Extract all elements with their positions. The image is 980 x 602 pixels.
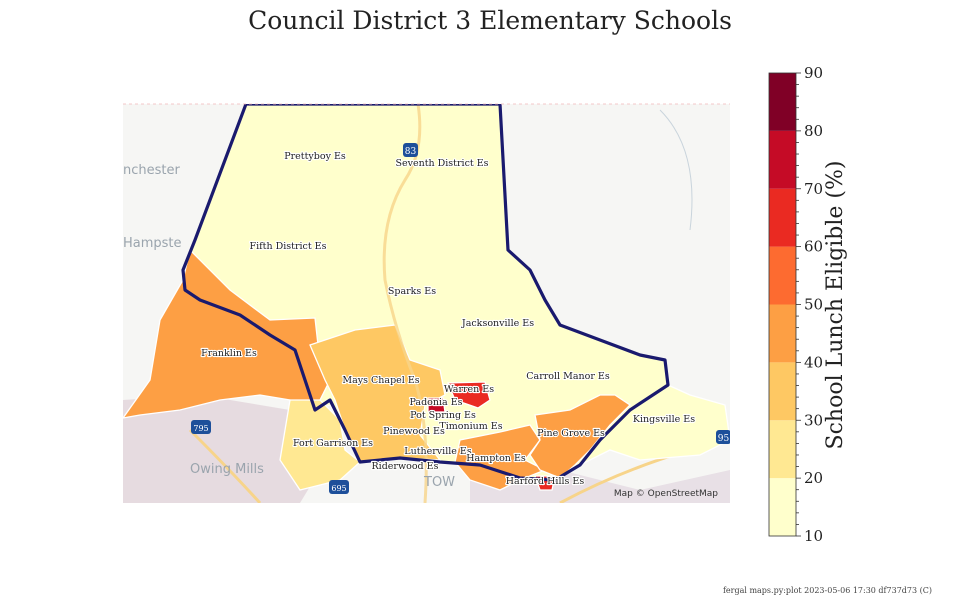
school-label: Pine Grove Es	[537, 428, 605, 439]
school-label: Pot Spring Es	[410, 410, 476, 421]
colorbar-tick-label: 10	[804, 527, 823, 545]
colorbar-tick-label: 70	[804, 180, 823, 198]
colorbar-bin	[769, 130, 796, 189]
school-label: Seventh District Es	[395, 158, 488, 169]
colorbar-bin	[769, 362, 796, 421]
region-padonia[interactable]	[427, 397, 446, 413]
colorbar-tick-label: 30	[804, 411, 823, 429]
colorbar-tick-label: 90	[804, 64, 823, 82]
school-label: Franklin Es	[201, 348, 257, 359]
colorbar-bin	[769, 420, 796, 479]
school-label: Pinewood Es	[383, 426, 445, 437]
region-warren[interactable]	[447, 381, 491, 409]
school-label: Carroll Manor Es	[526, 371, 610, 382]
school-label: Mays Chapel Es	[342, 375, 419, 386]
footer-text: fergal maps.py:plot 2023-05-06 17:30 df7…	[722, 586, 932, 595]
school-label: Lutherville Es	[404, 446, 472, 457]
highway-shield-83: 83	[403, 143, 418, 157]
school-label: Padonia Es	[409, 397, 462, 408]
school-label: Fifth District Es	[250, 241, 327, 252]
colorbar-label: School Lunch Eligible (%)	[823, 161, 848, 450]
place-label: Tow	[423, 475, 455, 490]
colorbar-tick-label: 40	[804, 353, 823, 371]
school-labels: Prettyboy Es Seventh District Es Fifth D…	[200, 150, 696, 488]
urban-area	[123, 395, 320, 503]
svg-text:795: 795	[193, 424, 208, 433]
map-area[interactable]: nchester Hampste Owing Mills Tow 83 795 …	[123, 104, 731, 503]
svg-text:83: 83	[405, 147, 417, 157]
map-title: Council District 3 Elementary Schools	[248, 6, 732, 35]
colorbar-tick-label: 20	[804, 469, 823, 487]
colorbar-bin	[769, 478, 796, 536]
school-label: Harford Hills Es	[506, 476, 585, 487]
highway-shield-95: 95	[716, 430, 730, 444]
school-label: Timonium Es	[439, 421, 502, 432]
school-label: Prettyboy Es	[284, 151, 346, 162]
school-label: Kingsville Es	[633, 414, 695, 425]
school-label: Warren Es	[444, 384, 494, 395]
district-boundary	[181, 104, 670, 482]
river-line	[659, 109, 693, 231]
highway-83-line	[382, 104, 428, 503]
place-label: Hampste	[123, 236, 182, 251]
place-label: Owing Mills	[190, 462, 264, 477]
colorbar-tick-label: 80	[804, 122, 823, 140]
colorbar-tick-label: 50	[804, 296, 823, 314]
highway-shield-795: 795	[191, 420, 211, 434]
region-franklin[interactable]	[123, 248, 336, 419]
svg-text:95: 95	[718, 434, 730, 444]
school-label: Riderwood Es	[372, 461, 439, 472]
colorbar-bin	[769, 73, 796, 131]
highway-shield-695: 695	[329, 480, 349, 494]
map-attribution: Map © OpenStreetMap	[614, 489, 718, 499]
highway-line	[188, 428, 262, 503]
colorbar-bin	[769, 304, 796, 363]
colorbar-bin	[769, 246, 796, 305]
colorbar-tick-label: 60	[804, 238, 823, 256]
school-label: Hampton Es	[466, 453, 526, 464]
school-label: Sparks Es	[388, 286, 436, 297]
colorbar-bin	[769, 188, 796, 247]
place-label: nchester	[123, 163, 180, 178]
svg-text:695: 695	[331, 484, 346, 493]
school-label: Jacksonville Es	[461, 318, 534, 329]
colorbar: 10 20 30 40 50 60 70 80 90	[768, 64, 823, 545]
school-label: Fort Garrison Es	[293, 438, 373, 449]
